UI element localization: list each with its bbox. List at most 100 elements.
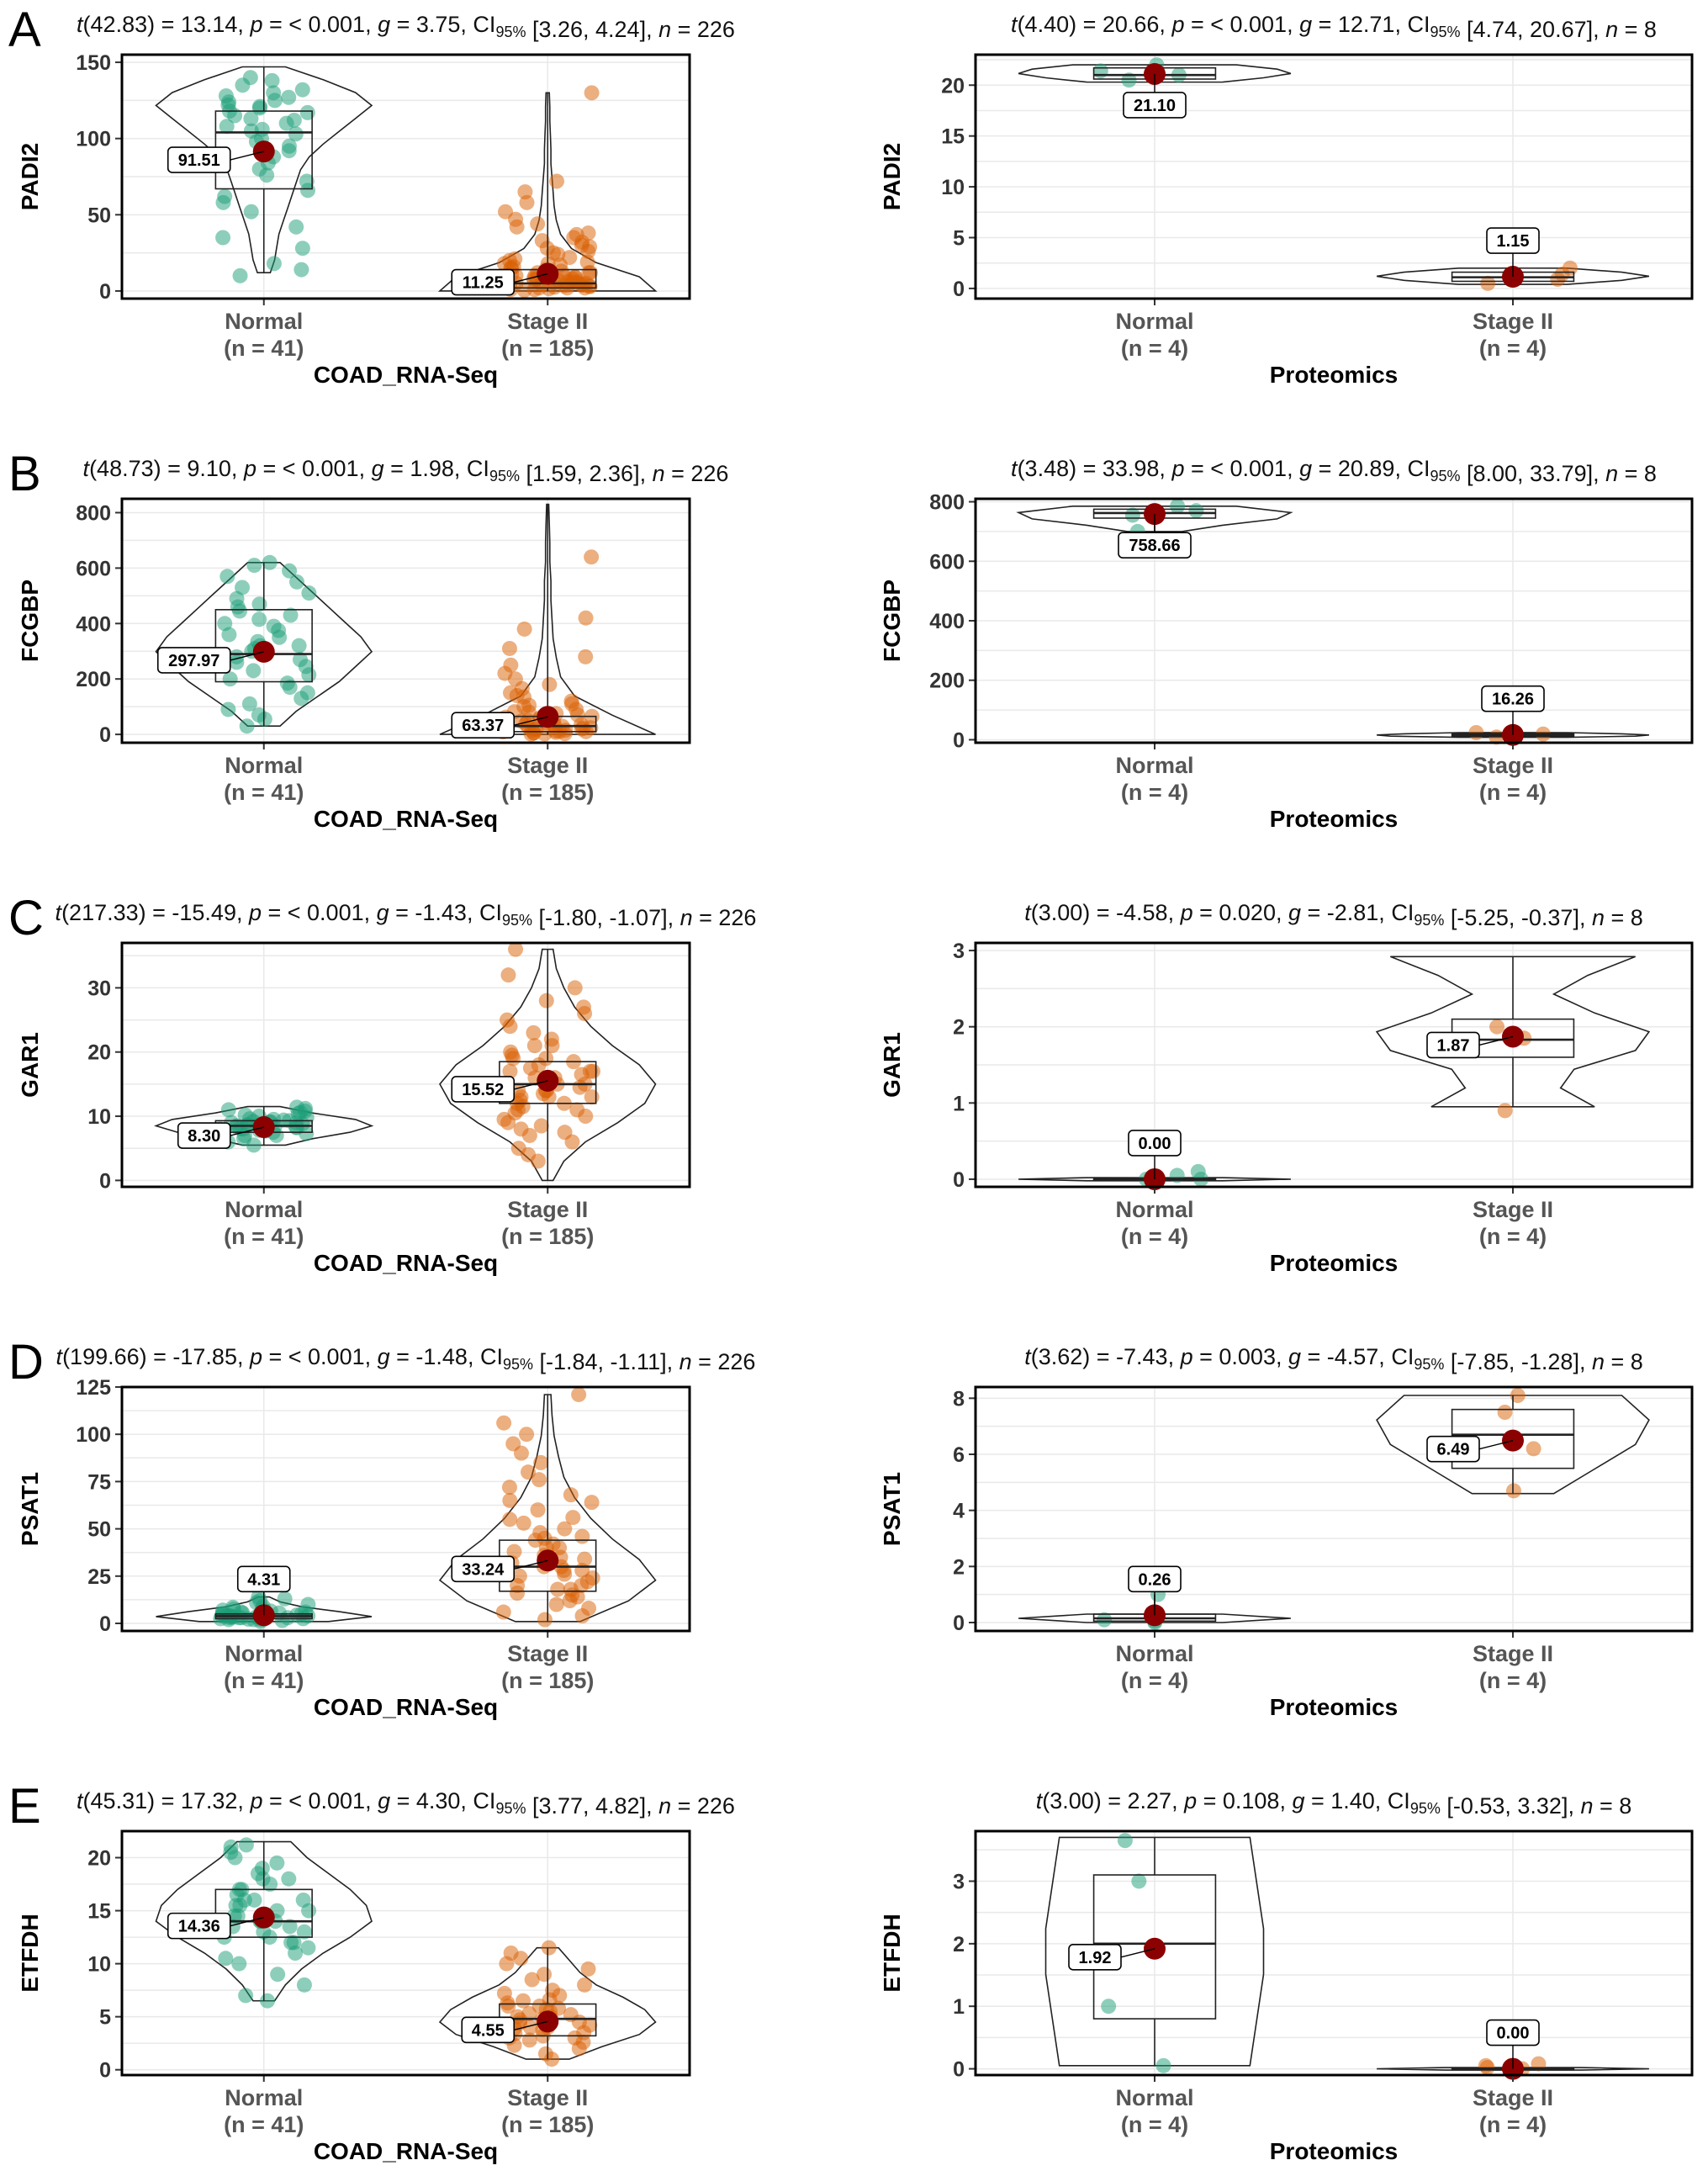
y-tick-label: 6 [953, 1443, 965, 1467]
data-point [288, 126, 304, 142]
plot-frame [120, 941, 691, 1189]
stats-part: 95% [495, 1800, 526, 1817]
stats-title: t(3.00) = -4.58, p = 0.020, g = -2.81, C… [1024, 900, 1643, 930]
data-point [496, 1111, 512, 1127]
stats-part: = -1.43, CI [389, 900, 502, 925]
stats-part: g [1299, 12, 1312, 37]
data-point [1468, 724, 1484, 740]
data-point [537, 1530, 553, 1546]
stats-part: g [378, 12, 390, 37]
stats-part: p [243, 456, 256, 481]
mean-label-leader [230, 1126, 264, 1136]
data-point [289, 1607, 305, 1623]
y-tick-label: 30 [87, 977, 111, 1000]
data-point [503, 1946, 519, 1961]
panel-letter: C [8, 891, 44, 945]
x-category-n: (n = 4) [1479, 1224, 1547, 1249]
group-stage-ii: 15.52 [439, 941, 657, 1182]
y-axis-title: GAR1 [17, 1032, 43, 1098]
group-normal: 91.51 [155, 66, 373, 283]
stats-part: p [249, 1788, 262, 1813]
group-stage-ii: 1.87 [1375, 956, 1651, 1119]
mean-label: 63.37 [462, 717, 504, 735]
mean-label: 91.51 [178, 151, 220, 170]
data-point [563, 693, 579, 709]
data-point [538, 1051, 554, 1067]
mean-label-leader [230, 151, 264, 161]
plot-frame [974, 1829, 1694, 2077]
stats-part: n [1580, 1793, 1593, 1819]
stats-part: (3.48) = 33.98, [1018, 456, 1172, 481]
data-point [241, 696, 257, 712]
y-tick-label: 100 [76, 1423, 111, 1447]
stats-part: (199.66) = -17.85, [62, 1344, 250, 1369]
stats-part: t [83, 456, 91, 481]
x-category-label: Stage II [507, 1197, 588, 1222]
x-category-n: (n = 185) [501, 780, 594, 805]
data-point [548, 173, 564, 189]
y-tick-label: 600 [76, 557, 111, 580]
data-point [1497, 1405, 1513, 1420]
mean-label: 21.10 [1134, 97, 1176, 115]
group-normal: 0.26 [1018, 1565, 1291, 1630]
y-tick-label: 0 [99, 723, 111, 747]
data-point [1097, 1612, 1113, 1628]
mean-label-leader [514, 2020, 548, 2031]
mean-label: 33.24 [462, 1560, 505, 1579]
y-tick-label: 3 [953, 940, 965, 963]
data-point [516, 1993, 531, 2009]
stats-part: = < 0.001, [262, 12, 378, 37]
x-axis-title: Proteomics [1270, 806, 1399, 832]
mean-label-box [1128, 1565, 1182, 1593]
data-point [301, 585, 317, 601]
data-point [578, 610, 594, 626]
stats-part: = 4.30, CI [390, 1788, 495, 1813]
stats-part: p [1183, 1788, 1197, 1813]
data-point [1117, 1833, 1133, 1849]
data-point [548, 1596, 564, 1612]
mean-label-leader [1478, 1035, 1514, 1046]
x-category-n: (n = 41) [224, 336, 304, 361]
x-category-n: (n = 4) [1479, 336, 1547, 361]
data-point [526, 1038, 542, 1054]
data-point [251, 707, 267, 723]
data-point [509, 687, 525, 703]
data-point [538, 993, 554, 1009]
x-axis-title: COAD_RNA-Seq [314, 2138, 498, 2164]
y-tick-label: 0 [99, 1169, 111, 1193]
mean-label-box [1123, 92, 1187, 119]
mean-label-leader [514, 1080, 548, 1090]
data-point [557, 1125, 573, 1141]
stats-part: g [378, 1344, 390, 1369]
data-point [526, 1024, 542, 1040]
y-tick-label: 125 [76, 1376, 111, 1400]
data-point [269, 1855, 285, 1871]
stats-part: g [1292, 1788, 1304, 1813]
mean-label: 0.00 [1139, 1135, 1171, 1153]
y-tick-label: 50 [87, 1518, 111, 1542]
stats-part: = 0.108, [1197, 1788, 1292, 1813]
stats-part: = 8 [1605, 905, 1643, 930]
x-category-n: (n = 41) [224, 1224, 304, 1249]
y-tick-label: 20 [941, 74, 965, 98]
x-axis-title: Proteomics [1270, 1250, 1399, 1276]
data-point [565, 1510, 581, 1526]
stats-part: t [1011, 456, 1018, 481]
stats-part: g [378, 1788, 390, 1813]
y-axis-title: FCGBP [17, 580, 43, 662]
mean-label: 0.00 [1497, 2025, 1530, 2043]
stats-part: (4.40) = 20.66, [1018, 12, 1172, 37]
data-point [1478, 2057, 1494, 2073]
panel-letter: B [8, 447, 41, 501]
stats-part: = 226 [671, 1793, 735, 1819]
y-tick-label: 25 [87, 1565, 111, 1589]
panel-letter: D [8, 1335, 44, 1390]
data-point [215, 230, 231, 246]
x-category-label: Normal [1115, 1641, 1193, 1666]
plot-frame [120, 1829, 691, 2077]
chart-panel-4: t(3.48) = 33.98, p = < 0.001, g = 20.89,… [879, 456, 1694, 832]
panel-letter: E [8, 1779, 41, 1834]
chart-panel-10: t(3.00) = 2.27, p = 0.108, g = 1.40, CI9… [879, 1788, 1694, 2164]
x-category-n: (n = 41) [224, 2112, 304, 2137]
